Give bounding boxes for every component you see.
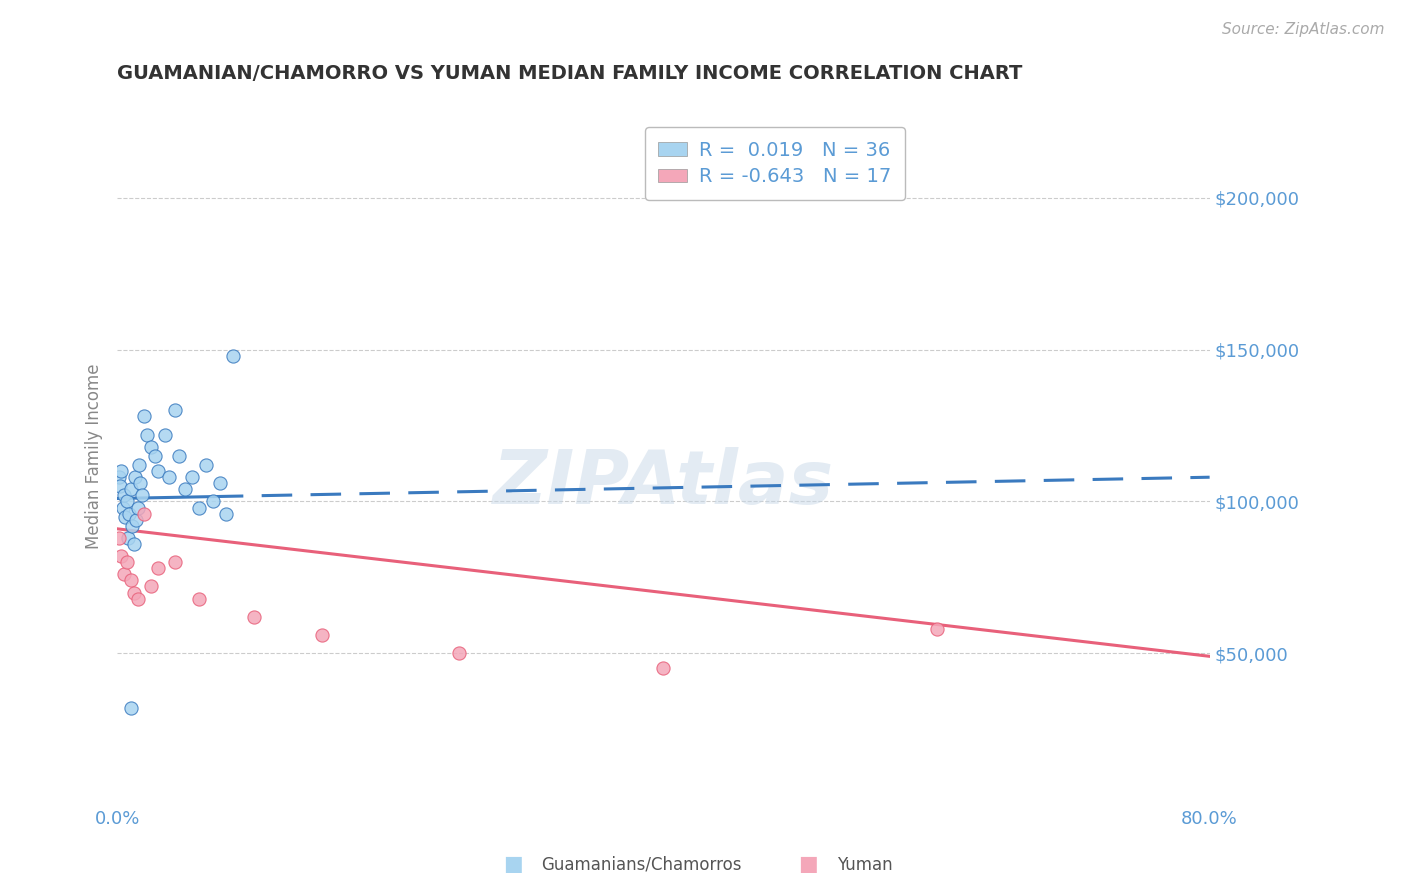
Point (242, 610, 264, 624)
Point (114, 509, 136, 524)
Y-axis label: Median Family Income: Median Family Income (86, 363, 103, 549)
Text: GUAMANIAN/CHAMORRO VS YUMAN MEDIAN FAMILY INCOME CORRELATION CHART: GUAMANIAN/CHAMORRO VS YUMAN MEDIAN FAMIL… (117, 64, 1022, 83)
Point (146, 561, 169, 575)
Point (122, 585, 145, 599)
Point (110, 549, 132, 563)
Point (134, 507, 156, 521)
Point (652, 661, 675, 675)
Point (121, 518, 143, 533)
Point (108, 479, 131, 493)
Point (127, 591, 149, 606)
Point (141, 580, 163, 594)
Point (127, 500, 149, 515)
Point (145, 449, 167, 463)
Point (153, 427, 176, 442)
Point (136, 427, 159, 442)
Point (131, 488, 153, 502)
Point (118, 507, 141, 521)
Point (181, 470, 204, 484)
Point (194, 458, 217, 472)
Text: Yuman: Yuman (837, 855, 893, 873)
Point (925, 622, 948, 636)
Point (163, 555, 186, 569)
Point (107, 470, 129, 484)
Point (311, 628, 333, 642)
Point (125, 513, 148, 527)
Point (174, 483, 197, 497)
Point (141, 440, 163, 454)
Point (157, 470, 180, 484)
Point (117, 531, 139, 545)
Point (115, 555, 138, 569)
Point (167, 449, 190, 463)
Point (222, 349, 245, 363)
Point (447, 646, 470, 660)
Text: ■: ■ (799, 854, 818, 873)
Point (111, 500, 134, 515)
Point (215, 507, 238, 521)
Point (122, 537, 145, 551)
Point (128, 458, 150, 472)
Text: Guamanians/Chamorros: Guamanians/Chamorros (541, 855, 742, 873)
Point (134, 409, 156, 424)
Point (120, 483, 142, 497)
Point (163, 403, 186, 417)
Point (146, 464, 169, 478)
Text: ■: ■ (503, 854, 523, 873)
Text: Source: ZipAtlas.com: Source: ZipAtlas.com (1222, 22, 1385, 37)
Point (115, 494, 138, 508)
Point (107, 531, 129, 545)
Point (112, 488, 135, 502)
Text: ZIPAtlas: ZIPAtlas (494, 448, 834, 520)
Point (120, 574, 142, 588)
Point (188, 500, 211, 515)
Point (110, 464, 132, 478)
Point (124, 470, 146, 484)
Point (208, 476, 231, 491)
Point (129, 476, 152, 491)
Point (112, 567, 135, 582)
Legend: R =  0.019   N = 36, R = -0.643   N = 17: R = 0.019 N = 36, R = -0.643 N = 17 (644, 127, 905, 200)
Point (188, 591, 211, 606)
Point (120, 701, 142, 715)
Point (201, 494, 224, 508)
